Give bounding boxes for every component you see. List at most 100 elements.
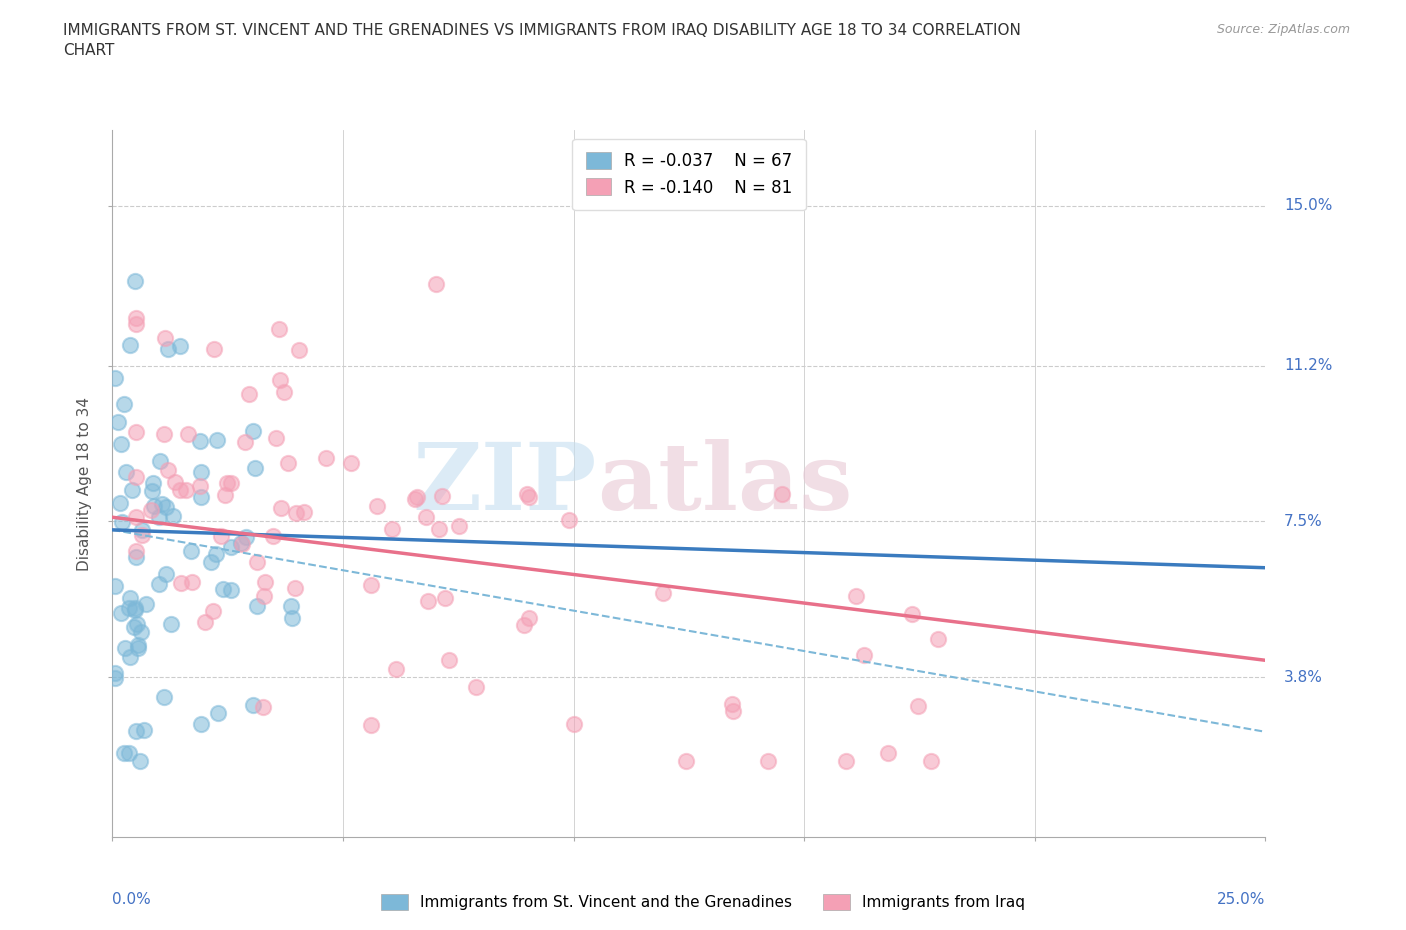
Text: 7.5%: 7.5% xyxy=(1284,514,1323,529)
Point xyxy=(121,483,143,498)
Point xyxy=(188,479,211,494)
Point xyxy=(125,550,148,565)
Point xyxy=(180,543,202,558)
Point xyxy=(122,619,145,634)
Point xyxy=(169,339,191,353)
Point xyxy=(190,717,212,732)
Point xyxy=(434,591,457,605)
Point xyxy=(131,527,153,542)
Point xyxy=(262,529,284,544)
Point xyxy=(114,641,136,656)
Point xyxy=(758,754,780,769)
Point xyxy=(517,610,540,625)
Point xyxy=(120,338,142,352)
Point xyxy=(214,488,236,503)
Text: ZIP: ZIP xyxy=(412,439,596,528)
Point xyxy=(157,341,180,356)
Point xyxy=(104,671,127,685)
Text: 15.0%: 15.0% xyxy=(1284,198,1333,213)
Point xyxy=(128,754,150,769)
Point xyxy=(235,530,257,545)
Point xyxy=(284,506,307,521)
Point xyxy=(139,503,162,518)
Text: 25.0%: 25.0% xyxy=(1218,892,1265,907)
Point xyxy=(149,453,172,468)
Point xyxy=(124,274,146,289)
Point xyxy=(142,475,165,490)
Point xyxy=(115,464,138,479)
Point xyxy=(562,716,585,731)
Point xyxy=(160,617,183,631)
Point xyxy=(207,706,229,721)
Point xyxy=(219,475,242,490)
Point xyxy=(162,509,184,524)
Point xyxy=(117,746,139,761)
Point xyxy=(877,746,900,761)
Point xyxy=(124,509,146,524)
Point xyxy=(267,321,290,336)
Point xyxy=(405,490,427,505)
Legend: Immigrants from St. Vincent and the Grenadines, Immigrants from Iraq: Immigrants from St. Vincent and the Gren… xyxy=(373,886,1033,918)
Point xyxy=(174,482,197,497)
Point xyxy=(404,491,426,506)
Point xyxy=(512,618,534,632)
Point xyxy=(212,581,235,596)
Point xyxy=(238,387,260,402)
Text: atlas: atlas xyxy=(596,439,852,528)
Point xyxy=(253,589,276,604)
Point xyxy=(170,576,193,591)
Point xyxy=(366,498,388,513)
Point xyxy=(901,607,924,622)
Y-axis label: Disability Age 18 to 34: Disability Age 18 to 34 xyxy=(77,396,93,571)
Point xyxy=(281,610,304,625)
Point xyxy=(243,460,266,475)
Point xyxy=(181,575,204,590)
Point xyxy=(194,615,217,630)
Point xyxy=(155,566,177,581)
Point xyxy=(112,746,135,761)
Point xyxy=(200,554,222,569)
Point xyxy=(385,662,408,677)
Point xyxy=(125,724,148,738)
Point xyxy=(721,703,744,718)
Point xyxy=(269,373,291,388)
Point xyxy=(264,431,287,445)
Point xyxy=(273,384,295,399)
Point xyxy=(152,426,174,441)
Point xyxy=(229,536,252,551)
Point xyxy=(209,528,232,543)
Point xyxy=(118,591,141,605)
Point xyxy=(284,580,307,595)
Point xyxy=(927,631,949,646)
Point xyxy=(141,484,163,498)
Point xyxy=(129,625,152,640)
Point xyxy=(381,522,404,537)
Text: 3.8%: 3.8% xyxy=(1284,670,1323,684)
Point xyxy=(104,665,127,680)
Point xyxy=(124,311,146,325)
Point xyxy=(219,539,242,554)
Point xyxy=(124,470,146,485)
Point xyxy=(920,754,942,769)
Point xyxy=(177,426,200,441)
Point xyxy=(280,599,302,614)
Point xyxy=(127,617,149,631)
Point xyxy=(252,699,274,714)
Point xyxy=(415,510,437,525)
Point xyxy=(124,544,146,559)
Point xyxy=(143,498,166,513)
Point xyxy=(112,397,135,412)
Point xyxy=(339,455,361,470)
Point xyxy=(204,341,226,356)
Legend: R = -0.037    N = 67, R = -0.140    N = 81: R = -0.037 N = 67, R = -0.140 N = 81 xyxy=(572,139,806,210)
Point xyxy=(242,423,264,438)
Point xyxy=(108,496,131,511)
Point xyxy=(107,414,129,429)
Point xyxy=(148,510,170,525)
Point xyxy=(127,638,149,653)
Point xyxy=(425,277,447,292)
Point xyxy=(416,593,439,608)
Point xyxy=(155,499,177,514)
Point xyxy=(675,754,697,769)
Point xyxy=(253,575,276,590)
